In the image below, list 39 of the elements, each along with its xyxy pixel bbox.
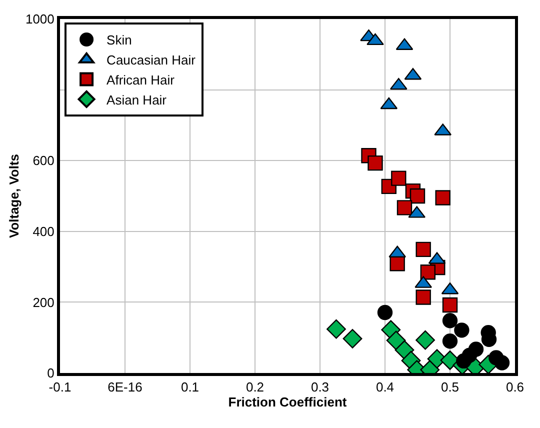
point xyxy=(416,242,431,258)
y-tick-label: 0 xyxy=(47,366,54,381)
x-tick-label: 0.4 xyxy=(376,380,394,395)
point xyxy=(396,200,412,216)
x-tick-label: 0.1 xyxy=(180,380,200,395)
y-tick-label: 1000 xyxy=(25,12,54,27)
x-tick-label: 0.3 xyxy=(310,380,330,395)
point xyxy=(416,330,435,350)
point xyxy=(454,322,470,338)
point xyxy=(442,313,458,328)
point xyxy=(416,290,431,305)
point xyxy=(366,33,384,46)
x-tick-label: 0.5 xyxy=(440,380,460,395)
point xyxy=(342,328,362,348)
legend-label: African Hair xyxy=(106,72,176,88)
legend-label: Asian Hair xyxy=(106,92,168,108)
point xyxy=(368,155,383,171)
y-axis-title: Voltage, Volts xyxy=(6,154,22,238)
point xyxy=(494,355,510,370)
y-tick-label: 200 xyxy=(32,294,54,310)
x-tick-label: 6E-16 xyxy=(108,380,142,395)
point xyxy=(456,353,472,369)
x-axis-title: Friction Coefficient xyxy=(228,394,348,410)
point xyxy=(420,264,436,280)
point xyxy=(391,170,406,186)
point xyxy=(326,319,346,339)
point xyxy=(442,297,458,313)
x-tick-label: 0.2 xyxy=(246,380,264,395)
point xyxy=(377,304,393,320)
x-tick-label: 0.6 xyxy=(506,380,524,395)
legend-label: Skin xyxy=(106,32,132,48)
y-tick-label: 400 xyxy=(32,224,54,239)
point xyxy=(442,334,458,349)
x-tick-label: -0.1 xyxy=(48,380,72,395)
y-tick-label: 600 xyxy=(32,153,54,168)
point xyxy=(435,190,450,206)
point xyxy=(386,330,406,350)
legend-label: Caucasian Hair xyxy=(106,52,196,68)
point xyxy=(410,188,426,204)
